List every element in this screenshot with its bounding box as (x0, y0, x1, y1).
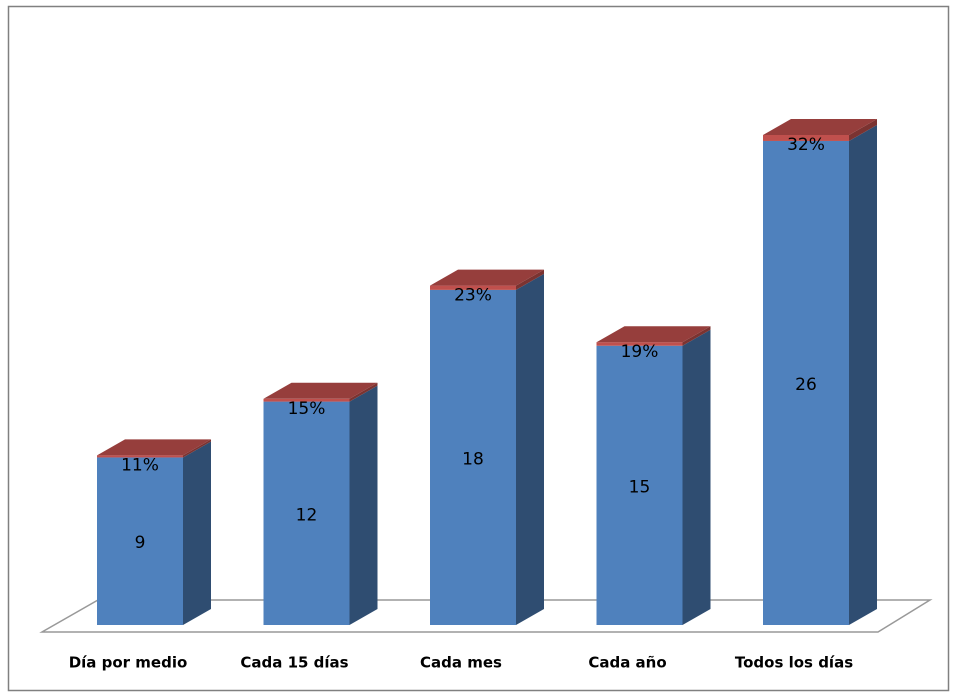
bar-top (97, 439, 211, 456)
bar (430, 285, 516, 290)
bar-side (682, 326, 711, 346)
bar-side (516, 273, 544, 625)
bar-side (183, 441, 211, 625)
bar-side (183, 439, 211, 458)
value-label: 9 (135, 533, 146, 553)
x-tick-label: Todos los días (735, 654, 853, 672)
bar-side (849, 119, 877, 141)
percent-label: 19% (621, 342, 659, 362)
bar (763, 135, 849, 141)
percent-label: 23% (454, 286, 492, 306)
bar (763, 140, 849, 625)
x-tick-label: Cada 15 días (240, 654, 348, 672)
bar (596, 342, 683, 346)
percent-label: 32% (787, 135, 825, 155)
value-label: 12 (296, 505, 318, 525)
value-label: 18 (462, 449, 484, 469)
bar (596, 345, 683, 625)
bar (263, 398, 350, 402)
bar-side (682, 329, 711, 625)
x-tick-label: Cada año (588, 654, 666, 672)
x-tick-label: Día por medio (69, 654, 188, 672)
value-label: 15 (629, 477, 651, 497)
bar-side (516, 269, 544, 290)
bar-side (349, 385, 378, 625)
x-tick-label: Cada mes (420, 654, 502, 672)
bar-top (596, 326, 711, 343)
percent-label: 15% (288, 399, 326, 419)
bar-side (849, 124, 877, 625)
bar (430, 289, 516, 625)
bar (263, 401, 350, 625)
bar (97, 455, 183, 458)
value-label: 26 (795, 375, 817, 395)
bar-top (263, 382, 378, 399)
percent-label: 11% (121, 455, 159, 475)
bar-top (430, 269, 544, 286)
bar (97, 457, 183, 625)
bar-side (349, 382, 378, 402)
bar-top (763, 119, 877, 135)
